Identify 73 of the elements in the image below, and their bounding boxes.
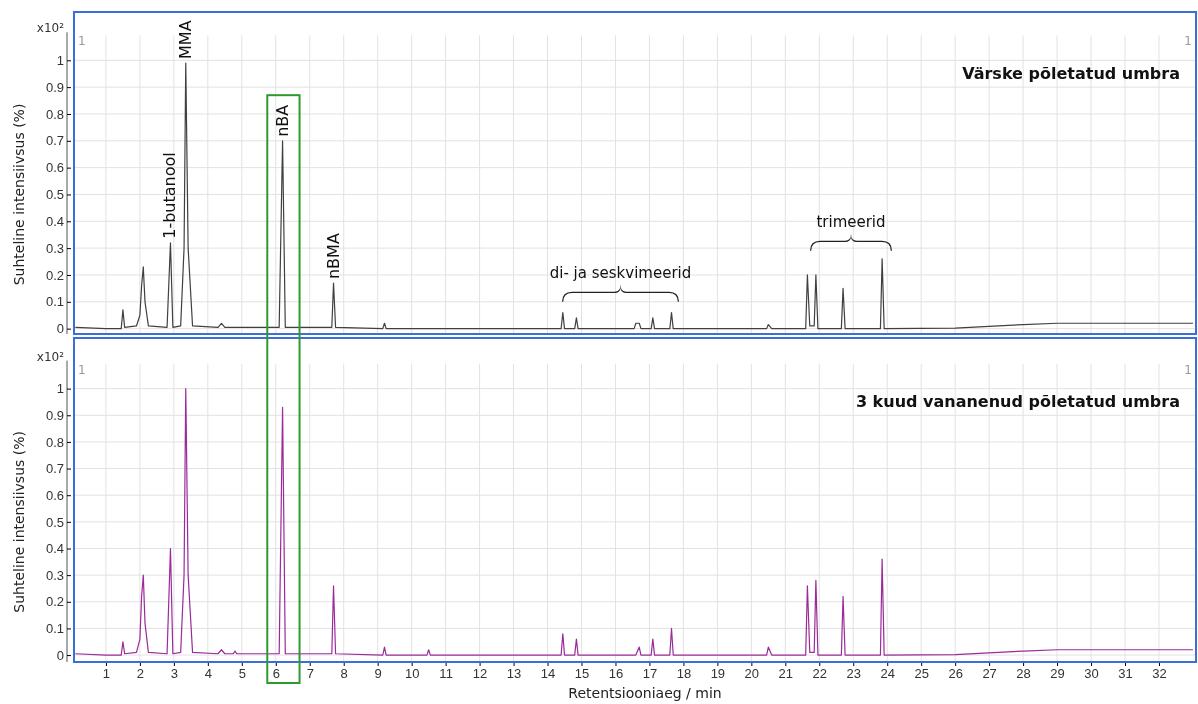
x-tick-label: 12 <box>472 666 488 682</box>
y-tick-label: 0.2 <box>45 594 64 610</box>
x-tick-label: 14 <box>540 666 556 682</box>
x-tick-label: 23 <box>846 666 861 682</box>
y-tick-label: 0 <box>56 647 64 663</box>
x-tick-label: 27 <box>982 666 997 682</box>
x-tick-label: 18 <box>676 666 692 682</box>
y-tick-label: 0.9 <box>45 79 64 95</box>
annotation: trimeerid <box>816 212 886 231</box>
y-tick-label: 0.1 <box>45 621 64 637</box>
x-tick-label: 32 <box>1152 666 1167 682</box>
x-tick-label: 24 <box>880 666 895 682</box>
x-tick-label: 19 <box>710 666 726 682</box>
x-tick-label: 5 <box>238 666 246 682</box>
x-tick-label: 9 <box>374 666 382 682</box>
annotation: 1-butanool <box>160 152 180 239</box>
y-tick-label: 0.6 <box>45 487 64 503</box>
y-tick-label: 1 <box>56 381 64 397</box>
x-tick-label: 16 <box>608 666 624 682</box>
x-tick-label: 30 <box>1084 666 1099 682</box>
x-tick-label: 22 <box>812 666 828 682</box>
y-tick-label: 0.4 <box>45 541 64 557</box>
text: x10² <box>36 21 65 36</box>
y-tick-label: 0.9 <box>45 407 64 423</box>
x-tick-label: 7 <box>306 666 314 682</box>
x-tick-label: 1 <box>102 666 111 682</box>
y-tick-label: 0.7 <box>45 133 64 149</box>
x-tick-label: 28 <box>1016 666 1031 682</box>
y-tick-label: 0.1 <box>45 294 64 310</box>
x-tick-label: 15 <box>574 666 590 682</box>
x-tick-label: 8 <box>340 666 348 682</box>
line-series <box>74 388 1194 656</box>
y-tick-label: 1 <box>56 52 64 68</box>
line-series <box>74 62 1194 330</box>
annotation: 1 <box>78 34 86 49</box>
x-tick-label: 13 <box>506 666 522 682</box>
text: x10² <box>36 349 65 364</box>
y-axis-title: Suhteline intensiivsus (%) <box>11 103 27 286</box>
x-tick-label: 26 <box>948 666 963 682</box>
y-tick-label: 0.7 <box>45 461 64 477</box>
y-tick-label: 0.5 <box>45 514 64 530</box>
x-tick-label: 21 <box>778 666 794 682</box>
annotation: MMA <box>175 20 195 59</box>
y-tick-label: 0.3 <box>45 240 64 256</box>
y-tick-label: 0.3 <box>45 567 64 583</box>
x-tick-label: 17 <box>642 666 658 682</box>
x-tick-label: 31 <box>1118 666 1133 682</box>
x-tick-label: 25 <box>914 666 929 682</box>
x-tick-label: 2 <box>136 666 145 682</box>
y-tick-label: 0.5 <box>45 187 64 203</box>
annotation: nBMA <box>323 233 343 280</box>
x-tick-label: 20 <box>744 666 760 682</box>
y-tick-label: 0 <box>56 321 64 337</box>
x-tick-label: 29 <box>1050 666 1065 682</box>
annotation: nBA <box>272 104 292 137</box>
y-tick-label: 0.8 <box>45 106 64 122</box>
annotation: 1 <box>1184 362 1192 377</box>
y-tick-label: 0.4 <box>45 213 64 229</box>
x-axis-title: Retentsiooniaeg / min <box>568 685 722 701</box>
y-tick-label: 0.8 <box>45 434 64 450</box>
x-tick-label: 11 <box>439 666 453 682</box>
annotation: 1 <box>78 362 86 377</box>
y-tick-label: 0.6 <box>45 160 64 176</box>
text: Värske põletatud umbra <box>962 64 1180 84</box>
text: 3 kuud vananenud põletatud umbra <box>855 392 1180 412</box>
x-tick-label: 10 <box>404 666 420 682</box>
x-tick-label: 4 <box>204 666 212 682</box>
y-tick-label: 0.2 <box>45 267 64 283</box>
annotation: 1 <box>1184 34 1192 49</box>
y-axis-title: Suhteline intensiivsus (%) <box>11 431 27 613</box>
x-tick-label: 6 <box>272 666 280 682</box>
x-tick-label: 3 <box>170 666 178 682</box>
annotation: di- ja seskvimeerid <box>549 263 692 282</box>
